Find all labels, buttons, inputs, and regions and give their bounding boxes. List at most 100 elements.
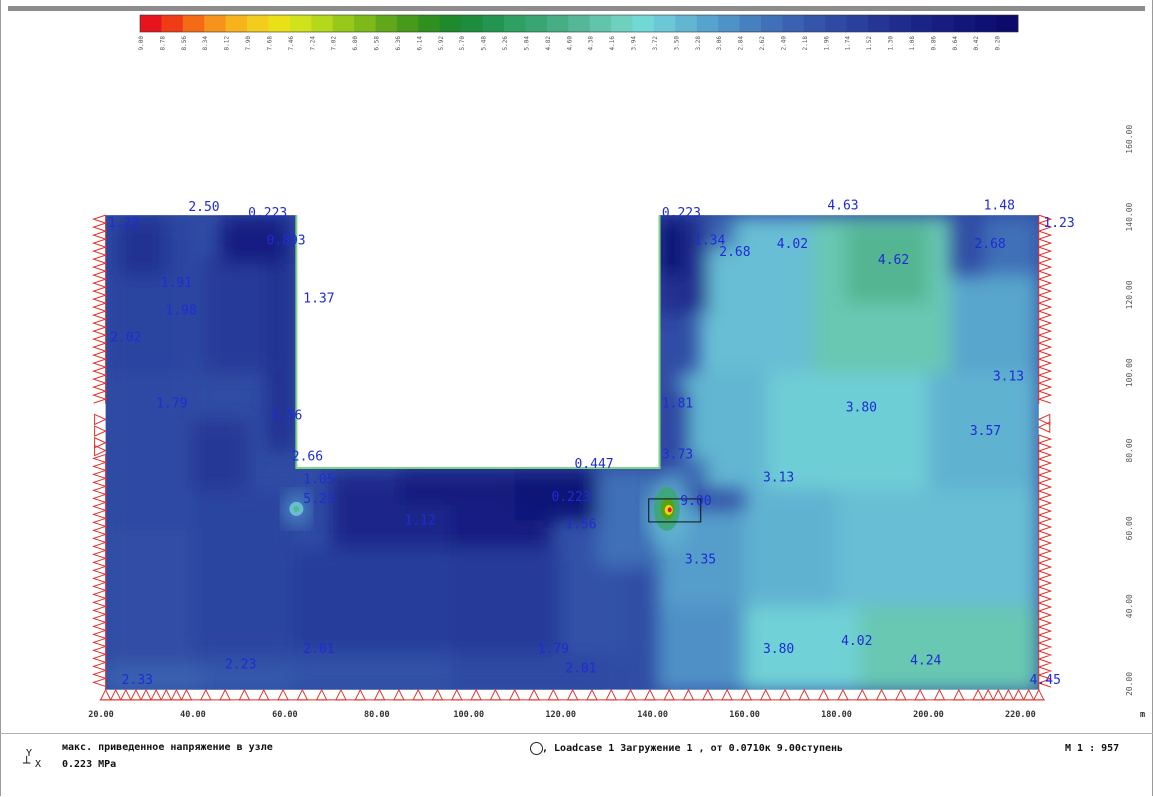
contour-value-label: 2.66 [292, 449, 323, 464]
bottom-support [130, 688, 142, 701]
legend-swatch [632, 15, 655, 32]
contour-blob [767, 353, 929, 490]
contour-value-label: 0.223 [552, 490, 591, 505]
contour-blob [657, 606, 745, 690]
side-support [1037, 434, 1053, 690]
max-value-box [648, 498, 702, 523]
contour-blob [450, 652, 607, 690]
legend-swatch [204, 15, 227, 32]
contour-blob [192, 489, 295, 653]
legend-swatch [140, 15, 162, 32]
x-tick-label: 80.00 [364, 710, 390, 720]
legend-swatch [375, 15, 398, 32]
legend-value: 2.18 [802, 36, 809, 51]
legend-swatch [932, 15, 955, 32]
side-support [94, 436, 107, 449]
contour-value-label: 1.81 [662, 397, 693, 412]
bottom-support [982, 688, 995, 701]
contour-blob [105, 528, 193, 665]
y-tick-label: 20.00 [1125, 672, 1134, 696]
legend-swatch [739, 15, 762, 32]
legend-value: 6.14 [416, 36, 423, 51]
legend-swatch [782, 15, 805, 32]
contour-blob [661, 388, 690, 459]
bottom-support [1012, 688, 1025, 701]
bottom-support [740, 688, 753, 701]
stress-hotspot [644, 473, 693, 550]
x-tick-label: 100.00 [453, 710, 484, 720]
bottom-support [586, 688, 598, 701]
legend-swatch [675, 15, 698, 32]
contour-value-label: 1.05 [303, 473, 334, 488]
contour-value-label: 9.00 [680, 494, 711, 509]
bottom-support [933, 688, 946, 701]
x-tick-label: 160.00 [729, 710, 760, 720]
stress-contour-plot: 9.00 8.78 8.56 8.34 8.12 7.90 7.68 7.46 7.24 7.02… [88, 14, 1145, 720]
legend-value: 6.58 [374, 36, 381, 51]
field-blobs [105, 217, 1039, 690]
contour-blob [707, 217, 736, 249]
x-axis-unit: m [1140, 710, 1145, 720]
y-tick-label: 140.00 [1125, 202, 1134, 231]
contour-value-label: 1.56 [271, 408, 302, 423]
contour-value-label: 1.23 [108, 216, 139, 231]
legend-value: 8.34 [202, 36, 209, 51]
contour-blob [220, 217, 285, 264]
legend-value: 3.28 [695, 36, 702, 51]
bottom-support [624, 688, 637, 701]
legend-swatch [718, 15, 741, 32]
legend-border [139, 14, 1019, 33]
color-legend: 9.00 8.78 8.56 8.34 8.12 7.90 7.68 7.46 7.24 7.02… [138, 14, 1019, 51]
axis-y-label: Y [26, 748, 33, 759]
x-axis: 20.00 40.00 60.00 80.00 100.00 120.00 140.00 16… [88, 710, 1145, 720]
bottom-support [895, 688, 907, 701]
legend-value: 3.06 [716, 36, 723, 51]
contour-value-label: 5.23 [303, 492, 334, 507]
bottom-support [238, 688, 251, 701]
contour-blob [192, 419, 249, 490]
bottom-support [566, 688, 579, 701]
legend-swatch [953, 15, 976, 32]
contour-blob [119, 217, 166, 276]
cutout-outline [295, 215, 661, 470]
boundary-supports [92, 214, 1053, 701]
contour-value-label: 4.62 [878, 253, 909, 268]
legend-swatch [803, 15, 826, 32]
legend-value: 7.02 [331, 36, 338, 51]
contour-value-label: 2.68 [719, 245, 750, 260]
legend-value: 3.72 [652, 36, 659, 51]
x-tick-label: 200.00 [913, 710, 944, 720]
side-support [94, 425, 107, 437]
top-border-bar [8, 6, 1145, 11]
legend-swatch [889, 15, 912, 32]
bottom-support [682, 688, 695, 701]
bottom-support [952, 688, 965, 701]
bottom-support [779, 688, 791, 701]
bottom-support [393, 688, 405, 701]
contour-value-label: 3.80 [763, 642, 794, 657]
contour-value-label: 0.223 [248, 206, 287, 221]
legend-swatch [354, 15, 376, 32]
side-support [1037, 214, 1053, 404]
axis-x-label: X [35, 759, 42, 770]
bottom-support [99, 688, 112, 701]
legend-value: 0.20 [995, 36, 1002, 51]
bottom-support [875, 688, 888, 701]
y-tick-label: 160.00 [1125, 125, 1134, 154]
legend-swatch [910, 15, 933, 32]
y-tick-label: 100.00 [1125, 358, 1134, 387]
legend-value: 1.52 [866, 36, 873, 51]
bottom-support [412, 688, 425, 701]
bottom-support [315, 688, 328, 701]
contour-blob [836, 469, 1039, 607]
legend-swatch [482, 15, 505, 32]
bottom-support [489, 688, 502, 701]
contour-value-label: 4.63 [827, 198, 858, 213]
bottom-support [759, 688, 772, 701]
bottom-supports [99, 688, 1045, 701]
bottom-support [180, 688, 193, 701]
loadcase-text: , Loadcase 1 Загружение 1 , от 0.0710к 9… [542, 743, 844, 754]
contour-value-label: 2.02 [110, 331, 141, 346]
y-tick-label: 60.00 [1125, 516, 1134, 540]
axis-origin-icon: ┴ [23, 756, 31, 770]
